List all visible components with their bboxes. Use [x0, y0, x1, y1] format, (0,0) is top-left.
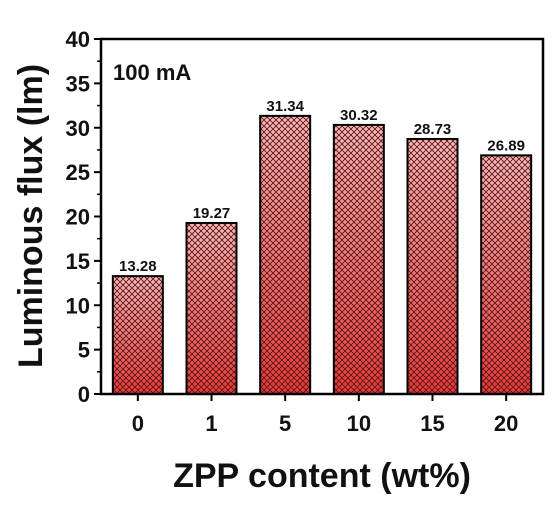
- data-label-0: 13.28: [119, 258, 157, 275]
- data-label-1: 19.27: [193, 205, 231, 222]
- bar-hatch: [406, 138, 459, 395]
- bar-hatch: [332, 123, 385, 395]
- bar-hatch: [185, 221, 238, 395]
- bar-20: [480, 154, 533, 395]
- data-label-20: 26.89: [487, 137, 525, 154]
- y-axis-ticks: 0 5 10 15 20 25 30 35 40: [66, 27, 101, 407]
- data-label-15: 28.73: [414, 121, 452, 138]
- x-tick-label-1: 1: [205, 411, 217, 436]
- data-label-5: 31.34: [266, 98, 304, 115]
- y-tick-label-0: 0: [78, 382, 90, 407]
- bar-15: [406, 138, 459, 395]
- plot-frame: [99, 37, 545, 396]
- bar-hatch: [480, 154, 533, 395]
- y-tick-label-5: 5: [78, 338, 90, 363]
- y-tick-label-35: 35: [66, 71, 90, 96]
- bar-hatch: [259, 114, 312, 395]
- x-tick-label-0: 0: [132, 411, 144, 436]
- data-label-10: 30.32: [340, 107, 378, 124]
- data-labels: 13.28 19.27 31.34 30.32 28.73 26.89: [119, 98, 525, 275]
- bar-0: [111, 275, 164, 396]
- y-tick-label-30: 30: [66, 116, 90, 141]
- y-axis-title: Luminous flux (lm): [12, 64, 50, 368]
- bar-1: [185, 221, 238, 395]
- y-tick-label-20: 20: [66, 205, 90, 230]
- x-axis-ticks: 0 1 5 10 15 20: [132, 394, 518, 436]
- bar-hatch: [111, 275, 164, 396]
- bar-10: [332, 123, 385, 395]
- y-tick-label-40: 40: [66, 27, 90, 52]
- annotation-current: 100 mA: [113, 60, 191, 85]
- x-tick-label-10: 10: [347, 411, 371, 436]
- x-axis-title: ZPP content (wt%): [173, 457, 471, 495]
- y-tick-label-25: 25: [66, 160, 90, 185]
- x-tick-label-20: 20: [494, 411, 518, 436]
- y-tick-label-15: 15: [66, 249, 90, 274]
- x-tick-label-15: 15: [420, 411, 444, 436]
- bar-5: [259, 114, 312, 395]
- bars: [111, 114, 533, 396]
- y-tick-label-10: 10: [66, 293, 90, 318]
- x-tick-label-5: 5: [279, 411, 291, 436]
